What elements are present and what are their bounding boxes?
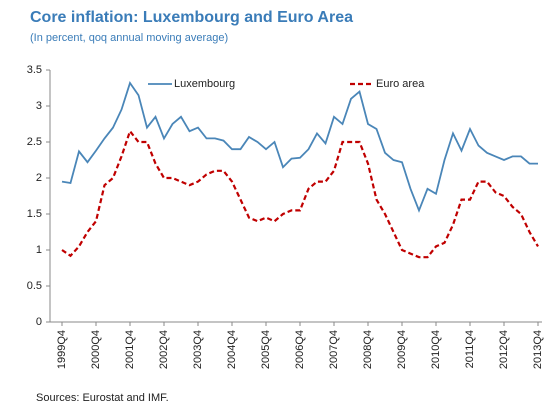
x-tick-label: 2001Q4 [124, 330, 136, 369]
x-tick-label: 2000Q4 [90, 330, 102, 369]
y-tick-label: 1.5 [27, 208, 42, 220]
y-tick-label: 2 [36, 172, 42, 184]
x-tick-label: 2003Q4 [192, 330, 204, 369]
legend-label: Euro area [376, 78, 425, 90]
y-tick-label: 0 [36, 316, 42, 328]
x-tick-label: 2013Q4 [532, 330, 544, 369]
x-tick-label: 2004Q4 [226, 330, 238, 369]
series-line [61, 128, 539, 259]
x-tick-label: 2007Q4 [328, 330, 340, 369]
y-tick-label: 3 [36, 100, 42, 112]
x-tick-label: 2012Q4 [498, 330, 510, 369]
legend-label: Luxembourg [174, 78, 235, 90]
x-tick-label: 2009Q4 [396, 330, 408, 369]
y-tick-label: 2.5 [27, 136, 42, 148]
x-tick-label: 2010Q4 [430, 330, 442, 369]
y-tick-label: 0.5 [27, 280, 42, 292]
chart-title: Core inflation: Luxembourg and Euro Area [30, 9, 353, 26]
x-tick-label: 2006Q4 [294, 330, 306, 369]
series-line [61, 80, 538, 213]
y-tick-label: 1 [36, 244, 42, 256]
x-tick-label: 2005Q4 [260, 330, 272, 369]
source-note: Sources: Eurostat and IMF. [36, 392, 169, 404]
y-tick-label: 3.5 [27, 64, 42, 76]
x-tick-label: 2002Q4 [158, 330, 170, 369]
x-tick-label: 2011Q4 [464, 330, 476, 368]
x-tick-label: 1999Q4 [56, 330, 68, 369]
chart-subtitle: (In percent, qoq annual moving average) [30, 32, 228, 44]
x-tick-label: 2008Q4 [362, 330, 374, 369]
